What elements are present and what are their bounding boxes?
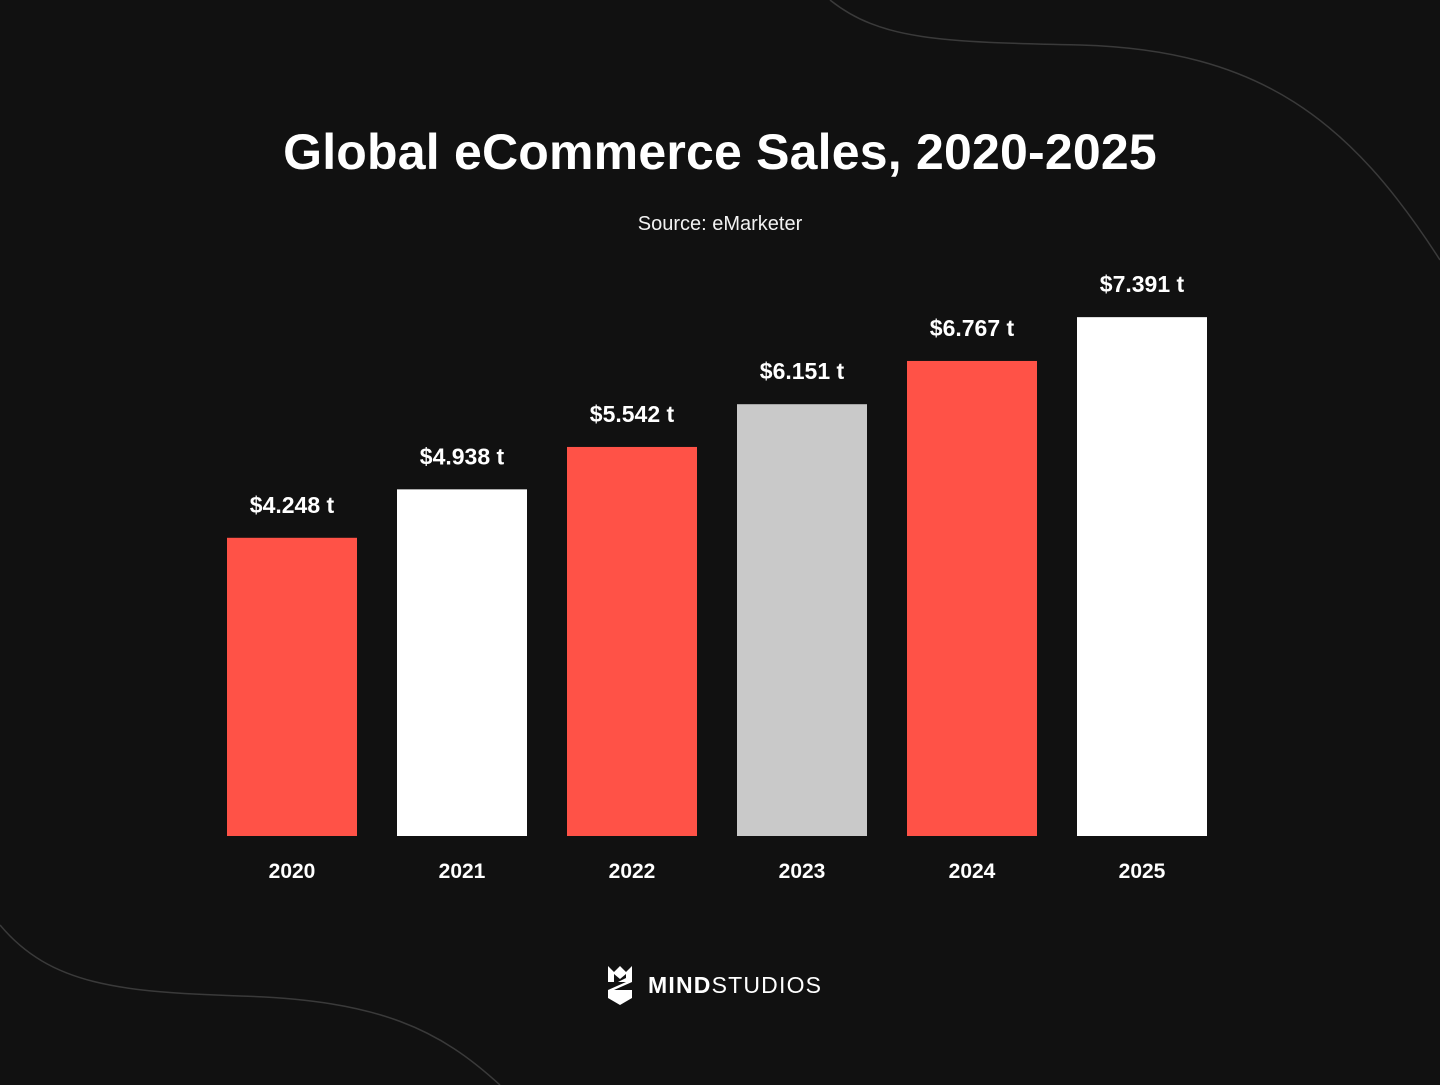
data-label-2024: $6.767 t bbox=[930, 315, 1015, 341]
x-tick-label-2023: 2023 bbox=[779, 860, 826, 883]
bar-2021 bbox=[397, 489, 527, 836]
data-label-2023: $6.151 t bbox=[760, 358, 845, 384]
bar-2024 bbox=[907, 360, 1037, 836]
x-tick-label-2024: 2024 bbox=[949, 860, 996, 883]
bar-2023 bbox=[737, 404, 867, 836]
chart-title: Global eCommerce Sales, 2020-2025 bbox=[283, 124, 1157, 180]
data-label-2022: $5.542 t bbox=[590, 401, 675, 427]
bar-2025 bbox=[1077, 317, 1207, 836]
data-label-2025: $7.391 t bbox=[1100, 271, 1185, 297]
brand-name-light: STUDIOS bbox=[711, 972, 823, 998]
x-tick-label-2022: 2022 bbox=[609, 860, 656, 883]
x-tick-label-2025: 2025 bbox=[1119, 860, 1166, 883]
brand-name-bold: MIND bbox=[648, 972, 712, 998]
decorative-curve-top-right bbox=[829, 0, 1440, 261]
chart-subtitle: Source: eMarketer bbox=[637, 213, 803, 235]
bar-2022 bbox=[567, 446, 697, 836]
data-label-2021: $4.938 t bbox=[420, 443, 505, 469]
mindstudios-logo-icon bbox=[608, 966, 632, 1005]
data-label-2020: $4.248 t bbox=[250, 492, 335, 518]
x-tick-label-2021: 2021 bbox=[439, 860, 486, 883]
bar-2020 bbox=[227, 537, 357, 836]
brand-logo: MINDSTUDIOS bbox=[606, 964, 822, 1006]
decorative-curve-bottom-left bbox=[0, 924, 501, 1085]
brand-name: MINDSTUDIOS bbox=[648, 964, 822, 1006]
x-tick-label-2020: 2020 bbox=[269, 860, 316, 883]
